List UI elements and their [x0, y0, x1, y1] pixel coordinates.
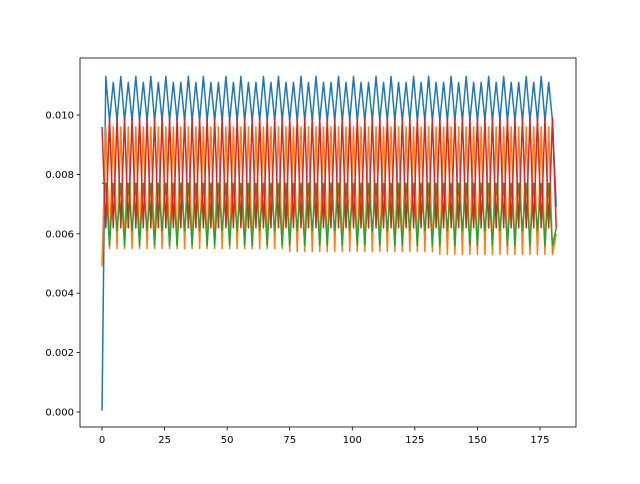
- plot-area: [101, 75, 557, 411]
- y-tick-label: 0.002: [45, 348, 74, 359]
- y-tick-label: 0.008: [45, 170, 74, 181]
- x-tick-label: 125: [405, 435, 424, 446]
- y-tick-label: 0.010: [45, 111, 74, 122]
- y-tick-label: 0.006: [45, 229, 74, 240]
- y-tick-label: 0.000: [45, 408, 74, 419]
- axes-frame: [79, 57, 577, 428]
- x-tick-label: 75: [283, 435, 296, 446]
- x-tick-label: 175: [530, 435, 549, 446]
- x-tick-label: 50: [221, 435, 234, 446]
- x-tick-label: 150: [468, 435, 487, 446]
- y-tick-label: 0.004: [45, 289, 74, 300]
- x-tick-label: 25: [158, 435, 171, 446]
- x-tick-label: 0: [99, 435, 105, 446]
- series-line: [101, 117, 557, 229]
- series-line: [101, 75, 557, 411]
- x-tick-label: 100: [343, 435, 362, 446]
